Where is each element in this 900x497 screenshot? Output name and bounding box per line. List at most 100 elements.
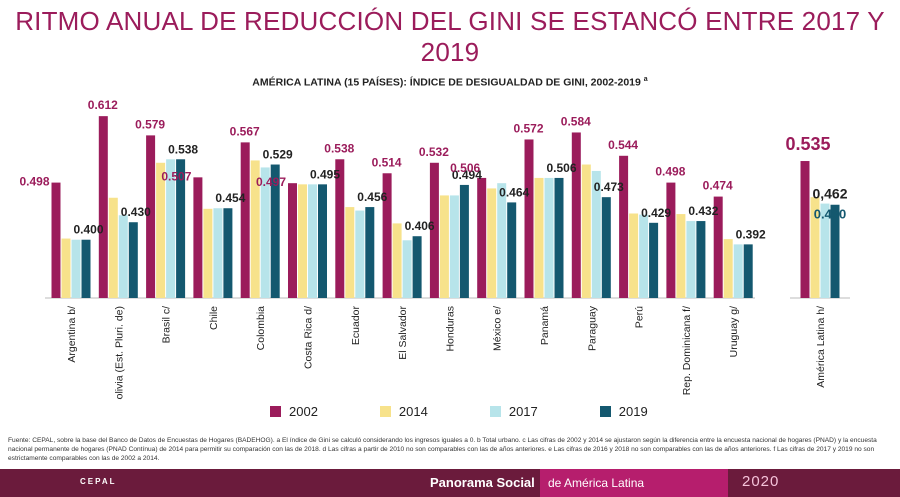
bar [544,177,554,298]
category-label: Chile [208,306,220,330]
data-label: 0,462 [812,186,847,202]
bar [345,207,355,298]
gini-bar-chart: Argentina b/Bolivia (Est. Pluri. de) Bras… [19,98,850,400]
bar [250,160,260,298]
category-label: Rep. Dominicana f/ [681,306,693,395]
legend-swatch [599,406,611,417]
category-label: Honduras [444,306,456,352]
data-label: 0.567 [230,124,260,138]
legend-label: 2014 [398,404,428,419]
bar [571,132,581,298]
data-label: 0.507 [161,169,191,183]
bar [318,184,327,298]
category-label: Colombia [255,306,267,351]
category-label: América Latina h/ [815,306,827,388]
bar [713,196,723,298]
data-label: 0.612 [88,98,118,112]
category-label: Panamá [539,306,551,345]
footer-subtitle: de América Latina [540,469,728,497]
category-label: Costa Rica d/ [303,306,315,369]
bar [449,195,459,298]
bar [193,177,203,298]
data-label: 0.406 [405,219,435,233]
data-label: 0.579 [135,117,165,131]
legend-swatch [379,406,391,417]
data-label: 0.498 [655,165,685,179]
bar [118,215,128,298]
bar [288,183,297,298]
bar [820,203,830,298]
data-label: 0.495 [310,167,340,181]
bar [176,159,186,298]
bar [676,214,686,298]
data-label: 0.392 [736,227,766,241]
bar [365,207,375,298]
bar [439,195,449,298]
chart-subtitle-text: AMÉRICA LATINA (15 PAÍSES): ÍNDICE DE DE… [252,76,641,89]
data-label: 0.514 [372,155,402,169]
data-label: 0.464 [499,185,529,199]
footer-year: 2020 [742,473,780,490]
source-footnote: Fuente: CEPAL, sobre la base del Banco d… [8,437,877,462]
data-label: 0.506 [450,161,480,175]
data-label: 0.506 [546,161,576,175]
bar [477,177,487,298]
data-label: 0.429 [641,206,671,220]
data-label: 0.454 [215,191,245,205]
bar [723,239,733,298]
bar [402,240,412,298]
bar [382,173,392,298]
bar [629,213,639,298]
bar [800,161,810,298]
legend-swatch [489,406,501,417]
bar [71,239,81,298]
bar [743,244,753,298]
legend-label: 2019 [618,404,648,419]
bar [554,177,564,298]
chart-subtitle-note: a [643,76,648,83]
bar [534,177,544,298]
legend-item: 2017 [489,404,538,419]
bar [686,221,696,298]
bar [507,202,517,298]
bar [240,142,250,298]
bar [497,183,507,298]
legend-item: 2019 [599,404,648,419]
bar [649,222,659,298]
bar [298,184,307,298]
data-label: 0.584 [561,114,591,128]
legend-swatch [270,406,281,417]
category-label: Uruguay g/ [728,306,740,357]
data-label: 0.494 [452,168,482,182]
bar [696,221,706,298]
data-label: 0.538 [324,141,354,155]
bar [156,162,166,298]
bar [108,197,118,298]
bar [51,182,61,298]
cepal-logo: CEPAL [80,477,117,486]
bar [61,238,71,298]
category-label: Brasil c/ [161,306,173,343]
category-label: Paraguay [586,305,598,351]
bar [392,223,402,298]
bar [146,135,156,298]
category-label: Perú [634,306,646,328]
bar [666,182,676,298]
legend-label: 2002 [289,404,318,419]
bar [98,116,108,298]
bar [810,197,820,298]
data-label: 0.572 [513,121,543,135]
data-label: 0.474 [703,179,733,193]
data-label: 0.529 [263,148,293,162]
bar [355,210,365,298]
bar [203,208,213,298]
bar [308,184,317,298]
data-label: 0.498 [19,175,49,189]
bar [260,167,270,298]
legend-item: 2002 [270,404,318,419]
data-label: 0.432 [688,204,718,218]
bar [581,164,591,298]
bar [335,159,345,298]
bar [524,139,534,298]
data-label: 0.400 [73,223,103,237]
